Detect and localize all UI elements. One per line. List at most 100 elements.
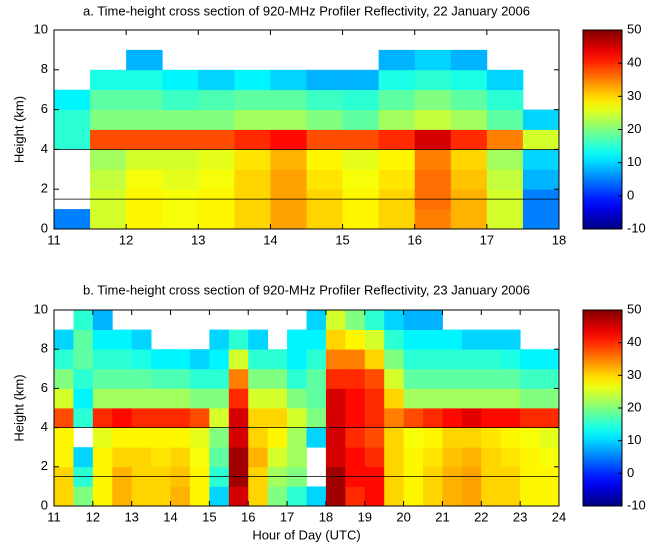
reflectivity-cell (403, 388, 424, 409)
reflectivity-cell (267, 486, 288, 507)
x-tick-label: 18 (319, 509, 333, 524)
reflectivity-cell (170, 427, 191, 448)
reflectivity-cell (151, 427, 171, 448)
y-tick-label: 8 (41, 341, 48, 356)
reflectivity-cell (403, 368, 424, 389)
reflectivity-cell (228, 427, 249, 448)
reflectivity-cell (198, 149, 235, 170)
reflectivity-cell (384, 388, 405, 409)
reflectivity-cell (287, 427, 307, 448)
reflectivity-cell (306, 109, 343, 130)
colorbar-tick-label: 0 (627, 465, 634, 480)
reflectivity-cell (539, 388, 560, 409)
reflectivity-cell (112, 447, 133, 468)
reflectivity-cell (345, 388, 366, 409)
y-tick-label: 6 (41, 380, 48, 395)
reflectivity-cell (450, 209, 488, 230)
reflectivity-cell (481, 486, 502, 507)
reflectivity-cell (54, 109, 91, 130)
reflectivity-cell (414, 69, 452, 91)
reflectivity-cell (228, 447, 249, 468)
reflectivity-cell (461, 408, 482, 428)
reflectivity-cell (461, 368, 482, 389)
reflectivity-cell (520, 349, 540, 370)
reflectivity-cell (54, 447, 74, 468)
reflectivity-cell (384, 486, 405, 507)
reflectivity-cell (364, 427, 385, 448)
reflectivity-cell (162, 209, 199, 230)
x-tick-label: 16 (407, 232, 421, 247)
reflectivity-cell (267, 427, 288, 448)
reflectivity-cell (414, 209, 452, 230)
reflectivity-cell (228, 329, 249, 350)
reflectivity-cell (378, 149, 416, 170)
reflectivity-cell (92, 447, 113, 468)
reflectivity-cell (151, 486, 171, 507)
reflectivity-cell (228, 408, 249, 428)
reflectivity-cell (54, 486, 74, 507)
reflectivity-cell (248, 329, 269, 350)
reflectivity-cell (325, 368, 346, 389)
reflectivity-cell (414, 149, 452, 170)
reflectivity-cell (209, 408, 230, 428)
panel-title: a. Time-height cross section of 920-MHz … (83, 3, 530, 18)
reflectivity-cell (198, 169, 235, 190)
reflectivity-cell (267, 388, 288, 409)
reflectivity-cell (162, 89, 199, 110)
colorbar-tick-label: 50 (627, 21, 641, 36)
reflectivity-cell (162, 149, 199, 170)
reflectivity-cell (198, 69, 235, 91)
reflectivity-cell (270, 129, 307, 150)
reflectivity-cell (522, 149, 560, 170)
y-axis-label: Height (km) (11, 96, 26, 163)
colorbar-tick-label: 20 (627, 399, 641, 414)
reflectivity-cell (234, 129, 271, 150)
x-tick-label: 12 (119, 232, 133, 247)
reflectivity-cell (378, 69, 416, 91)
reflectivity-cell (520, 427, 540, 448)
reflectivity-cell (270, 209, 307, 230)
reflectivity-cell (442, 388, 463, 409)
x-tick-label: 11 (47, 232, 61, 247)
reflectivity-cell (384, 408, 405, 428)
reflectivity-cell (131, 408, 152, 428)
reflectivity-cell (270, 69, 307, 91)
reflectivity-cell (189, 408, 210, 428)
x-tick-label: 13 (191, 232, 205, 247)
x-tick-label: 13 (124, 509, 138, 524)
y-tick-label: 8 (41, 61, 48, 76)
colorbar-tick-label: 50 (627, 301, 641, 316)
reflectivity-cell (403, 447, 424, 468)
reflectivity-cell (267, 368, 288, 389)
reflectivity-cell (267, 349, 288, 370)
x-tick-label: 23 (513, 509, 527, 524)
reflectivity-cell (90, 209, 127, 230)
reflectivity-cell (162, 169, 199, 190)
reflectivity-cell (198, 209, 235, 230)
reflectivity-cell (423, 329, 443, 350)
reflectivity-cell (73, 447, 94, 468)
reflectivity-cell (520, 368, 540, 389)
reflectivity-cell (306, 69, 343, 91)
reflectivity-cell (325, 486, 346, 507)
reflectivity-cell (228, 486, 249, 507)
reflectivity-cell (131, 349, 152, 370)
reflectivity-cell (461, 447, 482, 468)
colorbar-tick-label: 40 (627, 55, 641, 70)
reflectivity-cell (442, 447, 463, 468)
x-tick-label: 24 (552, 509, 566, 524)
y-tick-label: 10 (34, 301, 48, 316)
x-tick-label: 22 (474, 509, 488, 524)
reflectivity-cell (342, 109, 380, 130)
x-tick-label: 17 (480, 232, 494, 247)
reflectivity-cell (267, 408, 288, 428)
reflectivity-cell (378, 129, 416, 150)
reflectivity-cell (54, 388, 74, 409)
reflectivity-cell (481, 427, 502, 448)
reflectivity-cell (189, 427, 210, 448)
reflectivity-cell (325, 447, 346, 468)
reflectivity-cell (270, 109, 307, 130)
reflectivity-cell (342, 169, 380, 190)
x-tick-label: 12 (86, 509, 100, 524)
reflectivity-cell (450, 69, 488, 91)
